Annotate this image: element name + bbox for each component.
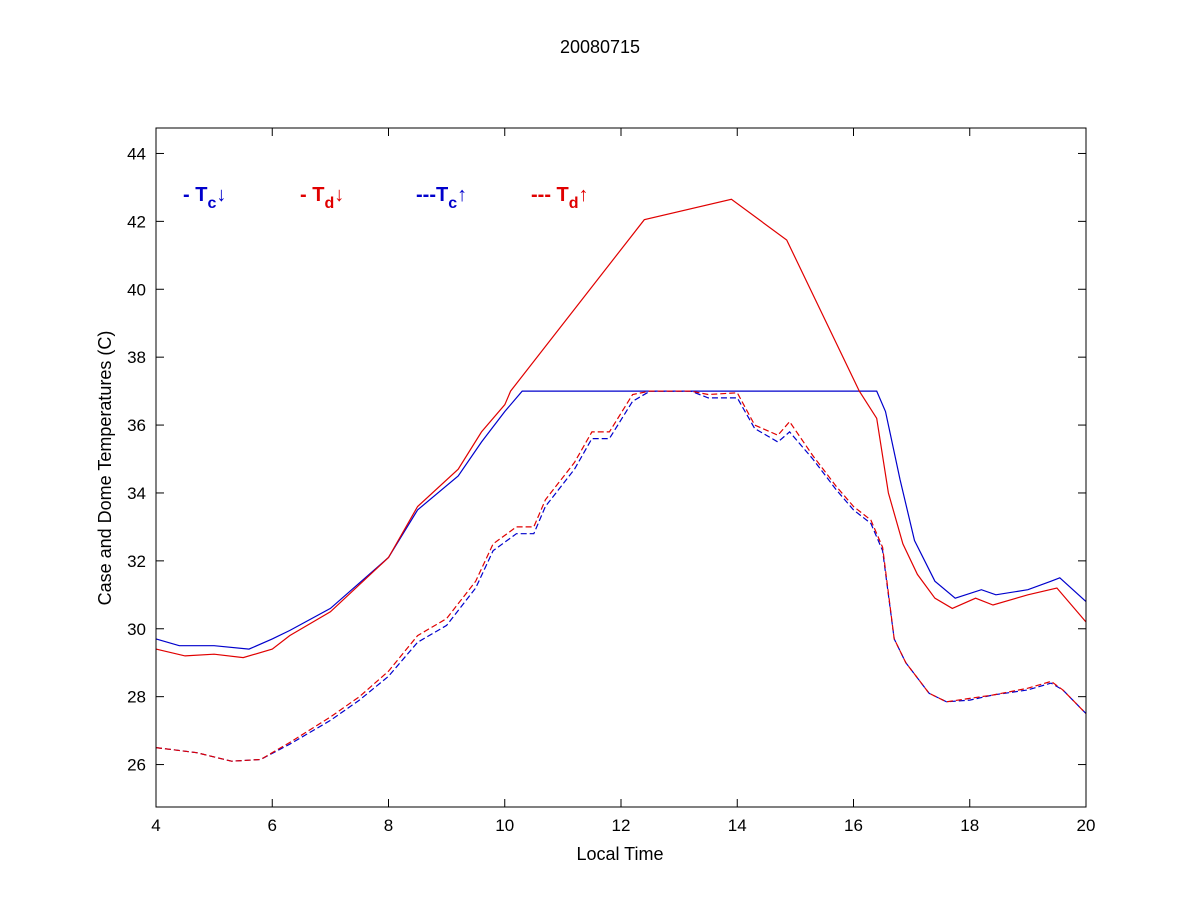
series-line-tc-up <box>155 390 1087 762</box>
legend-entry-td-down: - Td↓ <box>300 184 344 213</box>
arrow-down-icon: ↓ <box>334 184 345 206</box>
x-tick-label: 18 <box>960 816 979 835</box>
y-tick-label: 28 <box>127 688 146 707</box>
x-tick-label: 12 <box>612 816 631 835</box>
y-tick-label: 44 <box>127 144 146 163</box>
legend-entry-tc-up: ---Tc↑ <box>416 184 467 213</box>
x-tick-label: 4 <box>151 816 160 835</box>
legend-subscript: d <box>568 195 579 212</box>
x-tick-label: 6 <box>268 816 277 835</box>
legend-entry-tc-down: - Tc↓ <box>183 184 226 213</box>
x-tick-label: 20 <box>1077 816 1096 835</box>
series-line-tc-down <box>155 390 1087 650</box>
y-tick-label: 30 <box>127 620 146 639</box>
y-tick-label: 36 <box>127 416 146 435</box>
legend-subscript: d <box>324 195 335 212</box>
y-tick-label: 40 <box>127 280 146 299</box>
legend-label: - T <box>300 184 325 206</box>
arrow-up-icon: ↑ <box>457 184 468 206</box>
legend-label: ---T <box>416 184 449 206</box>
chart-title: 20080715 <box>560 37 640 57</box>
x-tick-label: 8 <box>384 816 393 835</box>
x-axis-label: Local Time <box>576 844 663 864</box>
y-tick-label: 32 <box>127 552 146 571</box>
arrow-up-icon: ↑ <box>578 184 589 206</box>
series-line-td-down <box>155 198 1087 659</box>
legend-entry-td-up: --- Td↑ <box>531 184 589 213</box>
x-tick-label: 10 <box>495 816 514 835</box>
y-tick-label: 34 <box>127 484 146 503</box>
y-tick-label: 26 <box>127 756 146 775</box>
plot-area-frame <box>155 127 1087 808</box>
legend-subscript: c <box>207 195 217 212</box>
x-tick-label: 14 <box>728 816 747 835</box>
legend-label: - T <box>183 184 208 206</box>
series-line-td-up <box>155 390 1087 762</box>
y-tick-label: 38 <box>127 348 146 367</box>
legend-subscript: c <box>448 195 458 212</box>
y-axis-label: Case and Dome Temperatures (C) <box>95 331 115 606</box>
x-tick-label: 16 <box>844 816 863 835</box>
legend-label: --- T <box>531 184 569 206</box>
y-tick-label: 42 <box>127 212 146 231</box>
arrow-down-icon: ↓ <box>216 184 227 206</box>
